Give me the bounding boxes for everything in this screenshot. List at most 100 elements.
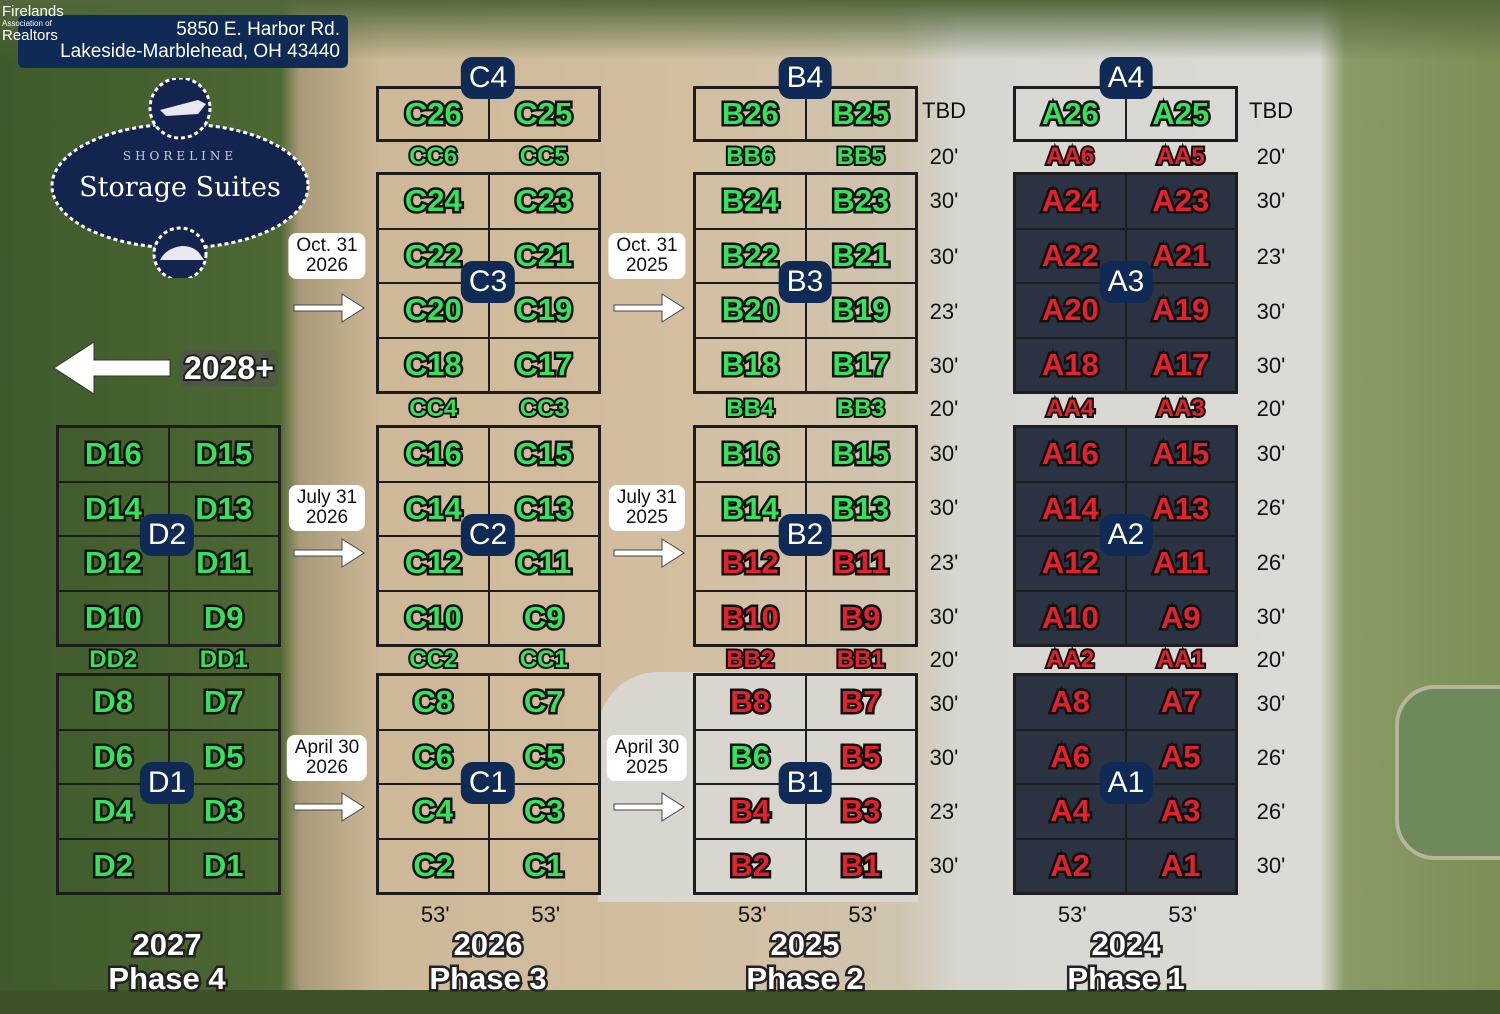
aisle-unit-cc2[interactable]: CC2 [407,644,459,675]
unit-c26[interactable]: C26 [378,88,489,140]
unit-a7[interactable]: A7 [1125,675,1236,730]
aisle-unit-cc4[interactable]: CC4 [407,393,459,424]
unit-c18[interactable]: C18 [378,337,489,392]
unit-d3[interactable]: D3 [168,784,279,839]
unit-b18[interactable]: B18 [695,337,806,392]
unit-d1[interactable]: D1 [168,838,279,893]
unit-b8[interactable]: B8 [695,675,806,730]
unit-a3[interactable]: A3 [1125,784,1236,839]
aisle-unit-bb5[interactable]: BB5 [835,141,887,172]
unit-c8[interactable]: C8 [378,675,489,730]
aisle-unit-aa4[interactable]: AA4 [1044,393,1096,424]
unit-b17[interactable]: B17 [805,337,916,392]
unit-c21[interactable]: C21 [488,228,599,283]
unit-b4[interactable]: B4 [695,784,806,839]
unit-b12[interactable]: B12 [695,536,806,591]
unit-d10[interactable]: D10 [58,590,169,645]
unit-d8[interactable]: D8 [58,675,169,730]
unit-a1[interactable]: A1 [1125,838,1236,893]
unit-c4[interactable]: C4 [378,784,489,839]
unit-a10[interactable]: A10 [1015,590,1126,645]
aisle-unit-aa6[interactable]: AA6 [1044,141,1096,172]
unit-a13[interactable]: A13 [1125,481,1236,536]
unit-d15[interactable]: D15 [168,427,279,482]
unit-b21[interactable]: B21 [805,228,916,283]
unit-a25[interactable]: A25 [1125,88,1236,140]
unit-b19[interactable]: B19 [805,283,916,338]
unit-c13[interactable]: C13 [488,481,599,536]
aisle-unit-cc5[interactable]: CC5 [518,141,570,172]
unit-b9[interactable]: B9 [805,590,916,645]
unit-c23[interactable]: C23 [488,174,599,229]
unit-a21[interactable]: A21 [1125,228,1236,283]
unit-a16[interactable]: A16 [1015,427,1126,482]
unit-d5[interactable]: D5 [168,729,279,784]
unit-c24[interactable]: C24 [378,174,489,229]
unit-a11[interactable]: A11 [1125,536,1236,591]
unit-a14[interactable]: A14 [1015,481,1126,536]
aisle-unit-aa2[interactable]: AA2 [1044,644,1096,675]
unit-c11[interactable]: C11 [488,536,599,591]
aisle-unit-cc6[interactable]: CC6 [407,141,459,172]
unit-c12[interactable]: C12 [378,536,489,591]
unit-b26[interactable]: B26 [695,88,806,140]
unit-b22[interactable]: B22 [695,228,806,283]
aisle-unit-cc3[interactable]: CC3 [518,393,570,424]
unit-c7[interactable]: C7 [488,675,599,730]
aisle-unit-aa5[interactable]: AA5 [1155,141,1207,172]
unit-a8[interactable]: A8 [1015,675,1126,730]
aisle-unit-bb6[interactable]: BB6 [724,141,776,172]
unit-d9[interactable]: D9 [168,590,279,645]
unit-c10[interactable]: C10 [378,590,489,645]
unit-c16[interactable]: C16 [378,427,489,482]
unit-b16[interactable]: B16 [695,427,806,482]
unit-d4[interactable]: D4 [58,784,169,839]
unit-c3[interactable]: C3 [488,784,599,839]
unit-b7[interactable]: B7 [805,675,916,730]
unit-d14[interactable]: D14 [58,481,169,536]
aisle-unit-dd1[interactable]: DD1 [198,644,250,675]
unit-c25[interactable]: C25 [488,88,599,140]
unit-a24[interactable]: A24 [1015,174,1126,229]
unit-b2[interactable]: B2 [695,838,806,893]
aisle-unit-bb1[interactable]: BB1 [835,644,887,675]
unit-c1[interactable]: C1 [488,838,599,893]
unit-b23[interactable]: B23 [805,174,916,229]
unit-a15[interactable]: A15 [1125,427,1236,482]
aisle-unit-cc1[interactable]: CC1 [518,644,570,675]
unit-b5[interactable]: B5 [805,729,916,784]
unit-b6[interactable]: B6 [695,729,806,784]
unit-c5[interactable]: C5 [488,729,599,784]
unit-b24[interactable]: B24 [695,174,806,229]
unit-a18[interactable]: A18 [1015,337,1126,392]
unit-c17[interactable]: C17 [488,337,599,392]
unit-d6[interactable]: D6 [58,729,169,784]
unit-a20[interactable]: A20 [1015,283,1126,338]
unit-b20[interactable]: B20 [695,283,806,338]
unit-b15[interactable]: B15 [805,427,916,482]
unit-d7[interactable]: D7 [168,675,279,730]
unit-d13[interactable]: D13 [168,481,279,536]
unit-b25[interactable]: B25 [805,88,916,140]
unit-a4[interactable]: A4 [1015,784,1126,839]
unit-c19[interactable]: C19 [488,283,599,338]
unit-b10[interactable]: B10 [695,590,806,645]
unit-d11[interactable]: D11 [168,536,279,591]
unit-b11[interactable]: B11 [805,536,916,591]
aisle-unit-bb2[interactable]: BB2 [724,644,776,675]
unit-a2[interactable]: A2 [1015,838,1126,893]
unit-b1[interactable]: B1 [805,838,916,893]
unit-a17[interactable]: A17 [1125,337,1236,392]
aisle-unit-bb4[interactable]: BB4 [724,393,776,424]
unit-d12[interactable]: D12 [58,536,169,591]
unit-a19[interactable]: A19 [1125,283,1236,338]
unit-b13[interactable]: B13 [805,481,916,536]
unit-c20[interactable]: C20 [378,283,489,338]
unit-c9[interactable]: C9 [488,590,599,645]
unit-c22[interactable]: C22 [378,228,489,283]
aisle-unit-bb3[interactable]: BB3 [835,393,887,424]
aisle-unit-dd2[interactable]: DD2 [87,644,139,675]
unit-c14[interactable]: C14 [378,481,489,536]
unit-a6[interactable]: A6 [1015,729,1126,784]
aisle-unit-aa3[interactable]: AA3 [1155,393,1207,424]
